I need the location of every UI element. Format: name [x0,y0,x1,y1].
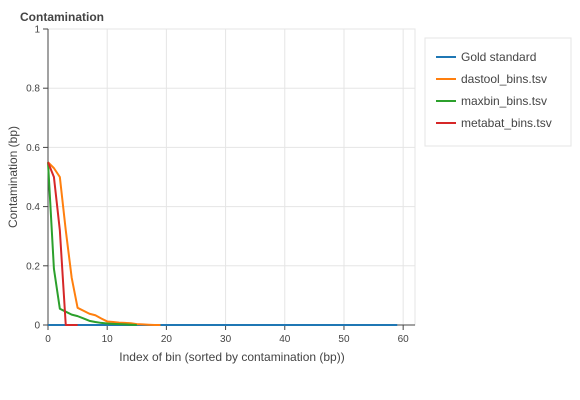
x-axis-label: Index of bin (sorted by contamination (b… [119,350,344,364]
y-tick-label: 0.8 [26,84,40,95]
series-line-3 [47,161,78,326]
series-line-1 [47,161,161,326]
x-tick-label: 0 [45,334,51,345]
plot-frame [47,28,416,326]
y-tick-label: 0.4 [26,202,40,213]
x-tick-label: 40 [279,334,291,345]
legend-label: dastool_bins.tsv [461,72,547,86]
axes: 0 10 20 30 40 50 60 0 0.2 0.4 0.6 0.8 1 [26,25,415,345]
series-line-2 [47,162,137,326]
x-tick-label: 30 [220,334,232,345]
x-tick-label: 50 [338,334,350,345]
legend-label: Gold standard [461,50,536,64]
chart-title: Contamination [20,10,104,24]
y-axis-label: Contamination (bp) [6,126,20,228]
legend-label: metabat_bins.tsv [461,116,552,130]
y-tick-label: 0.6 [26,143,40,154]
x-tick-label: 20 [161,334,173,345]
series-lines [47,161,398,326]
legend-label: maxbin_bins.tsv [461,94,547,108]
y-tick-label: 1 [34,25,40,36]
x-tick-label: 60 [398,334,410,345]
legend: Gold standard dastool_bins.tsv maxbin_bins… [424,37,572,147]
y-tick-label: 0.2 [26,261,40,272]
grid [47,28,415,326]
x-tick-label: 10 [102,334,114,345]
y-tick-label: 0 [34,321,40,332]
